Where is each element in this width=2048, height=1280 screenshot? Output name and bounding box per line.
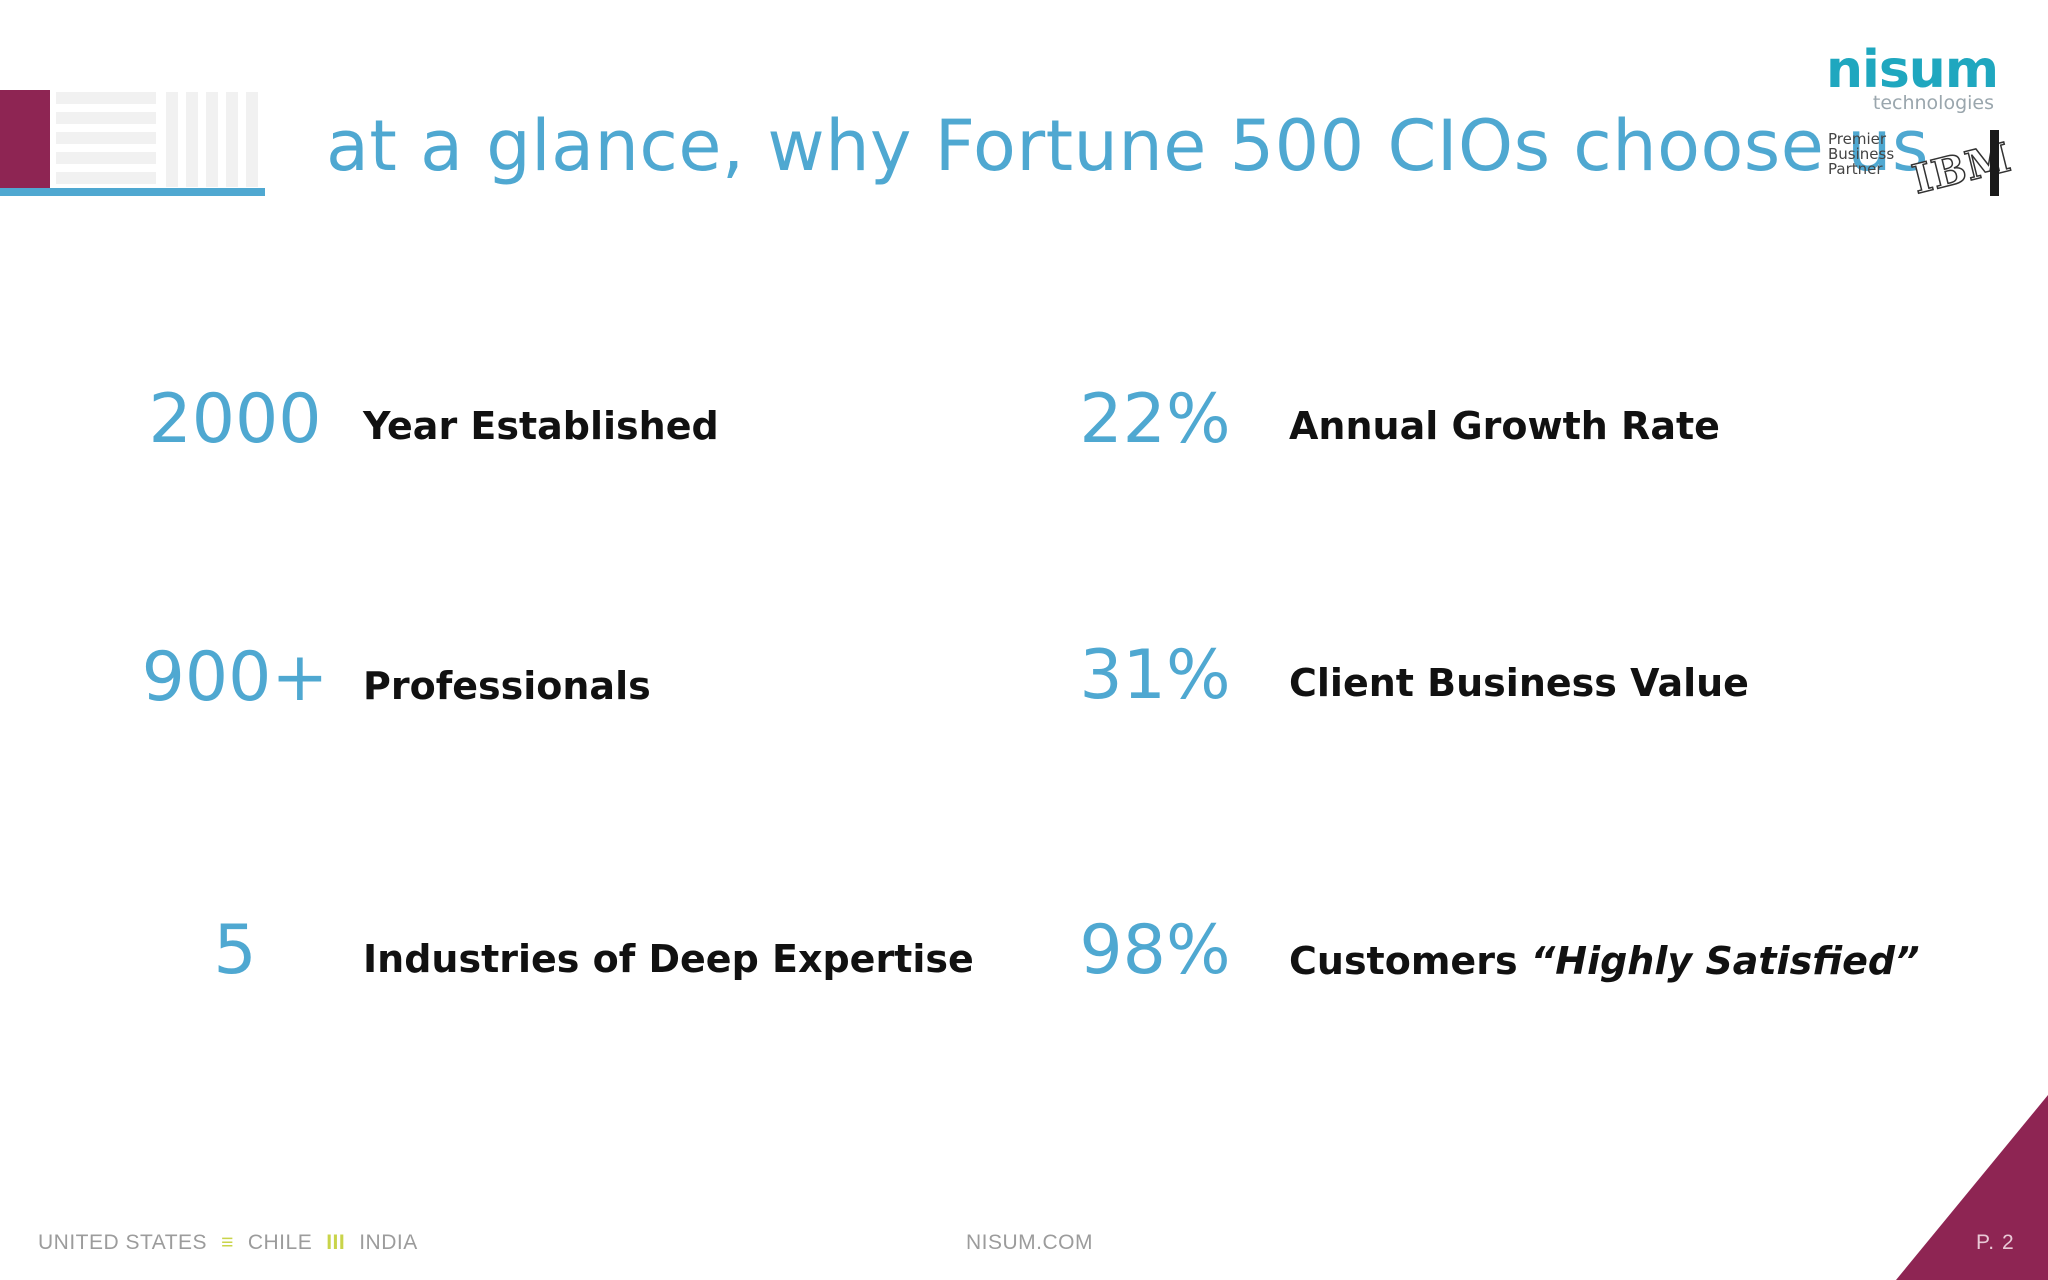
slide-title: at a glance, why Fortune 500 CIOs choose… [326,105,1929,187]
nisum-logo-subtitle: technologies [1872,92,1994,114]
stat-value-business-value: 31% [1079,636,1231,715]
stat-label-year-established: Year Established [363,404,719,448]
stat-value-satisfaction: 98% [1079,911,1231,990]
partner-line: Premier [1828,130,1887,148]
stat-label-satisfaction: Customers “Highly Satisfied” [1289,936,1920,986]
nisum-logo-word: nisum [1826,40,1999,100]
header-underline [0,188,265,196]
stat-label-satisfaction-quote: “Highly Satisfied” [1530,939,1920,983]
corner-triangle [1896,1095,2048,1280]
stat-label-business-value: Client Business Value [1289,661,1749,705]
header-stripes-horizontal [56,92,156,187]
separator-icon: ≡ [221,1231,234,1254]
stat-value-growth-rate: 22% [1079,380,1231,459]
ibm-logo-bar [1990,130,1999,196]
stat-value-industries: 5 [213,911,257,990]
partner-line: Business [1828,145,1895,163]
separator-icon: III [326,1231,346,1254]
stat-label-professionals: Professionals [363,664,651,708]
footer-countries: UNITED STATES ≡ CHILE III INDIA [38,1229,418,1257]
stat-value-professionals: 900+ [141,638,329,717]
nisum-logo: nisum technologies [1826,40,1999,114]
footer-country: CHILE [247,1231,313,1254]
header-accent-block [0,90,50,190]
footer-website: NISUM.COM [966,1231,1093,1254]
footer-country: INDIA [359,1231,418,1254]
header-stripes-vertical [166,92,264,187]
partner-caption: Premier Business Partner [1828,132,1908,177]
stat-label-satisfaction-prefix: Customers [1289,939,1531,983]
page-number: P. 2 [1976,1231,2015,1254]
footer-country: UNITED STATES [38,1231,208,1254]
partner-line: Partner [1828,160,1883,178]
stat-value-year-established: 2000 [148,380,322,459]
stat-label-growth-rate: Annual Growth Rate [1289,404,1720,448]
stat-label-industries: Industries of Deep Expertise [363,937,974,981]
